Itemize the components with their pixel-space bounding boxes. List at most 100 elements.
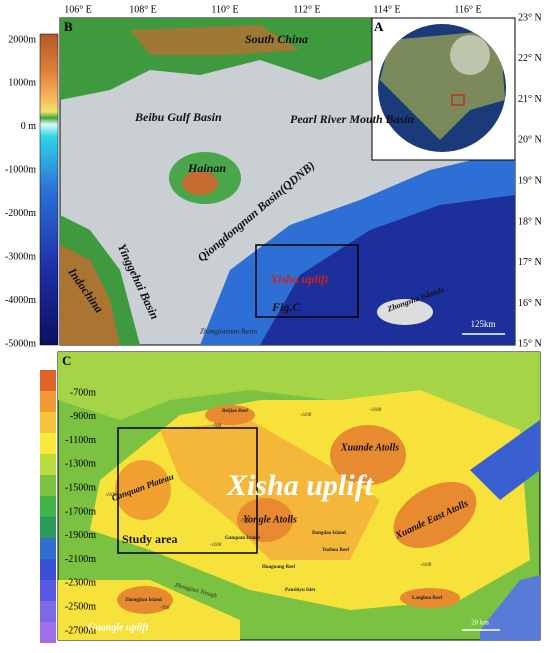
relief [182, 171, 218, 195]
lat-label: 15° N [518, 339, 542, 350]
relief [60, 245, 120, 345]
yongle-atolls [237, 498, 293, 542]
lon-label: 114° E [373, 4, 400, 15]
colorbar-label: -2100m [65, 554, 96, 565]
place-label: Xisha uplift [269, 272, 329, 286]
place-label: Zhongjiannan Basin [200, 328, 257, 336]
colorbar-swatch [40, 496, 56, 517]
colorbar-label: -1300m [65, 459, 96, 470]
langhua-reef [400, 588, 460, 608]
beijiao-reef [205, 405, 255, 425]
place-label: Xisha uplift [226, 469, 375, 502]
place-label: Dongdao Island [312, 531, 346, 536]
deep-zone [480, 575, 540, 640]
panel-label: B [64, 19, 73, 34]
scale-label: 125km [470, 319, 495, 329]
colorbar-label: -5000m [5, 338, 36, 349]
contour-label: -1100 [370, 408, 382, 413]
panel-label: A [374, 19, 384, 34]
lat-label: 18° N [518, 216, 542, 227]
lon-label: 106° E [64, 4, 92, 15]
lat-label: 23° N [518, 12, 542, 23]
lat-label: 17° N [518, 257, 542, 268]
colorbar-label: -1700m [65, 506, 96, 517]
colorbar-label: 2000m [8, 34, 36, 45]
colorbar-label: -1100m [65, 435, 96, 446]
place-label: South China [245, 32, 308, 46]
colorbar-label: -2700m [65, 625, 96, 636]
colorbar-label: 1000m [8, 78, 36, 89]
contour-label: -1100 [420, 563, 432, 568]
colorbar-label: -3000m [5, 251, 36, 262]
place-label: Yongle Atolls [243, 514, 297, 525]
colorbar-swatch [40, 391, 56, 412]
abyss [260, 195, 515, 345]
zhongjian-island [117, 586, 173, 614]
colorbar-label: -4000m [5, 295, 36, 306]
lon-label: 116° E [454, 4, 481, 15]
scale-label: 20 km [471, 619, 489, 627]
contour-label: -700 [240, 519, 250, 524]
colorbar-label: -900m [70, 411, 96, 422]
contour-label: -700 [160, 606, 170, 611]
panel-label: C [62, 353, 71, 368]
xuande-east-atolls [393, 481, 477, 549]
canquan-plateau [115, 460, 171, 520]
place-label: Pearl River Mouth Basin [290, 112, 415, 126]
colorbar-swatch [40, 433, 56, 454]
place-label: Fig.C [271, 300, 301, 314]
relief [130, 25, 300, 55]
colorbar-label: -2300m [65, 578, 96, 589]
contour-label: -1100 [210, 543, 222, 548]
zhongsha-bank [377, 299, 433, 325]
fig-c-box [255, 244, 359, 318]
place-label: Study area [122, 532, 177, 546]
lon-label: 112° E [293, 4, 320, 15]
deep-zone [470, 420, 540, 500]
place-label: Beibu Gulf Basin [134, 110, 222, 124]
colorbar-swatch [40, 517, 56, 538]
colorbar-b [39, 33, 59, 346]
lat-label: 19° N [518, 175, 542, 186]
colorbar-swatch [40, 622, 56, 643]
colorbar-label: -2500m [65, 601, 96, 612]
colorbar-label: -1000m [5, 165, 36, 176]
colorbar-swatch [40, 412, 56, 433]
colorbar-swatch [40, 601, 56, 622]
contour-label: -1100 [300, 413, 312, 418]
lat-label: 16° N [518, 298, 542, 309]
place-label: Panshiyu Islet [285, 588, 315, 593]
place-label: Huaguang Reef [262, 565, 296, 570]
place-label: Langhua Reef [412, 596, 442, 601]
inset-box [451, 94, 465, 106]
lat-label: 21° N [518, 94, 542, 105]
colorbar-swatch [40, 538, 56, 559]
place-label: Hainan [187, 161, 226, 175]
colorbar-label: -2000m [5, 208, 36, 219]
place-label: Xuande Atolls [340, 442, 399, 453]
contour-label: -700 [212, 424, 222, 429]
colorbar-swatch [40, 475, 56, 496]
panel-b: B A 106° E 108° E 110° E 112° E 114° E 1… [5, 4, 542, 349]
colorbar-label: -700m [70, 387, 96, 398]
panel-c: C -700m -900m -1100m -1300m -1500m -1700m -190… [40, 351, 541, 643]
colorbar-label: 0 m [21, 121, 37, 132]
place-label: Guangle uplift [88, 622, 150, 633]
colorbar-swatch [40, 580, 56, 601]
place-label: Ganquan Island [225, 536, 260, 541]
lon-label: 110° E [211, 4, 238, 15]
lat-label: 22° N [518, 53, 542, 64]
xuande-atolls [330, 425, 406, 485]
lon-label: 108° E [129, 4, 157, 15]
colorbar-swatch [40, 370, 56, 391]
place-label: Yuzhou Reef [322, 548, 350, 553]
contour-label: -1100 [105, 493, 117, 498]
study-area-box [117, 427, 258, 554]
zone-orange [160, 420, 380, 560]
colorbar-label: -1900m [65, 530, 96, 541]
place-label: Zhongjian Island [125, 598, 162, 603]
lat-label: 20° N [518, 135, 542, 146]
colorbar-swatch [40, 454, 56, 475]
place-label: Beijiao Reef [222, 409, 248, 414]
